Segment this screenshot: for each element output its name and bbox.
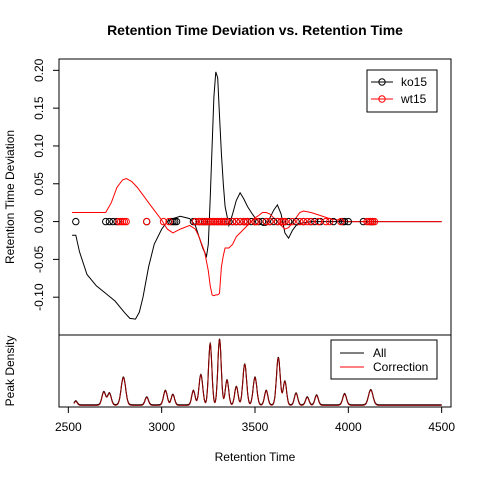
point-ko15-38	[292, 217, 300, 226]
point-ko15-21	[225, 217, 233, 226]
point-ko15-14	[200, 217, 209, 226]
point-ko15-2	[105, 217, 114, 226]
point-wt15-19	[215, 217, 224, 226]
density-lines	[73, 338, 442, 406]
point-wt15-39	[296, 217, 304, 226]
density-panel: Peak Density All Correction	[3, 334, 452, 408]
point-wt15-1	[116, 217, 125, 226]
point-ko15-41	[311, 217, 319, 226]
point-wt15-33	[266, 217, 274, 226]
point-wt15-40	[299, 217, 308, 226]
point-wt15-4	[122, 217, 130, 226]
point-wt15-42	[307, 217, 315, 226]
x-axis-title: Retention Time	[215, 450, 296, 464]
point-ko15-10	[189, 217, 198, 226]
point-ko15-47	[359, 217, 367, 226]
x-axis: 2500 3000 3500 4000 4500	[55, 407, 455, 434]
point-ko15-46	[344, 217, 352, 226]
point-ko15-0	[72, 217, 80, 226]
main-y-axis: -0.10 -0.05 0.00 0.05 0.10 0.15 0.20	[32, 58, 59, 311]
point-wt15-34	[273, 217, 282, 226]
point-wt15-5	[143, 217, 151, 226]
point-wt15-51	[370, 217, 379, 226]
point-wt15-35	[277, 217, 285, 226]
point-wt15-32	[262, 217, 270, 226]
x-tick-label-4500: 4500	[428, 420, 455, 434]
main-legend: ko15 wt15	[366, 69, 438, 113]
point-wt15-8	[191, 217, 200, 226]
point-wt15-7	[165, 217, 173, 226]
y-tick-label-4: 0.10	[32, 134, 46, 158]
point-ko15-1	[102, 217, 110, 226]
point-wt15-23	[223, 217, 231, 226]
point-ko15-45	[340, 217, 349, 226]
point-wt15-49	[367, 217, 375, 226]
main-points	[72, 217, 379, 226]
legend-wt15-marker	[378, 95, 386, 103]
point-ko15-43	[329, 217, 338, 226]
point-wt15-9	[195, 217, 203, 226]
point-ko15-33	[270, 217, 278, 226]
point-wt15-31	[253, 217, 261, 226]
point-ko15-27	[247, 217, 256, 226]
y-tick-label-3: 0.05	[32, 172, 46, 196]
point-ko15-3	[109, 217, 117, 226]
point-wt15-17	[212, 217, 220, 226]
legend-ko15-marker	[378, 78, 386, 86]
point-wt15-27	[240, 217, 248, 226]
point-wt15-6	[159, 217, 168, 226]
legend-wt15-label: wt15	[400, 92, 427, 106]
main-legend-box	[366, 69, 438, 113]
main-y-axis-title: Retention Time Deviation	[3, 130, 17, 264]
y-tick-label-1: -0.05	[32, 245, 46, 273]
density-y-axis-title: Peak Density	[3, 336, 17, 407]
main-panel: -0.10 -0.05 0.00 0.05 0.10 0.15 0.20 Retention…	[3, 58, 452, 336]
x-tick-label-3000: 3000	[148, 420, 175, 434]
point-wt15-43	[314, 217, 323, 226]
density-legend: All Correction	[330, 339, 438, 380]
point-wt15-30	[251, 217, 259, 226]
point-wt15-37	[281, 217, 289, 226]
point-wt15-50	[368, 217, 377, 226]
x-tick-label-2500: 2500	[55, 420, 82, 434]
y-tick-label-6: 0.20	[32, 58, 46, 82]
y-tick-label-0: -0.10	[32, 283, 46, 311]
point-ko15-30	[258, 217, 267, 226]
point-wt15-41	[303, 217, 311, 226]
point-wt15-45	[326, 217, 334, 226]
x-tick-label-3500: 3500	[242, 420, 269, 434]
point-wt15-11	[199, 217, 207, 226]
point-wt15-38	[288, 217, 296, 226]
point-wt15-16	[210, 217, 218, 226]
point-wt15-3	[120, 217, 129, 226]
point-ko15-37	[284, 217, 293, 226]
point-wt15-29	[243, 217, 252, 226]
legend-correction-label: Correction	[373, 360, 428, 374]
point-wt15-26	[236, 217, 244, 226]
point-wt15-46	[337, 217, 345, 226]
y-tick-label-5: 0.15	[32, 96, 46, 120]
point-ko15-9	[172, 217, 181, 226]
y-tick-label-2: 0.00	[32, 210, 46, 234]
legend-ko15-label: ko15	[401, 75, 427, 89]
legend-all-label: All	[373, 346, 386, 360]
point-wt15-25	[232, 217, 241, 226]
point-wt15-14	[206, 217, 214, 226]
point-wt15-13	[204, 217, 213, 226]
x-tick-label-4000: 4000	[335, 420, 362, 434]
point-ko15-6	[167, 217, 175, 226]
point-wt15-44	[322, 217, 330, 226]
point-wt15-20	[217, 217, 226, 226]
series-line-wt15	[72, 177, 442, 297]
point-wt15-0	[115, 217, 123, 226]
point-wt15-36	[279, 217, 287, 226]
density-legend-box	[330, 339, 438, 380]
point-ko15-8	[171, 217, 179, 226]
point-wt15-22	[221, 217, 229, 226]
point-wt15-24	[228, 217, 237, 226]
point-wt15-47	[363, 217, 371, 226]
density-line-correction	[73, 339, 442, 406]
chart-title: Retention Time Deviation vs. Retention T…	[107, 22, 403, 38]
